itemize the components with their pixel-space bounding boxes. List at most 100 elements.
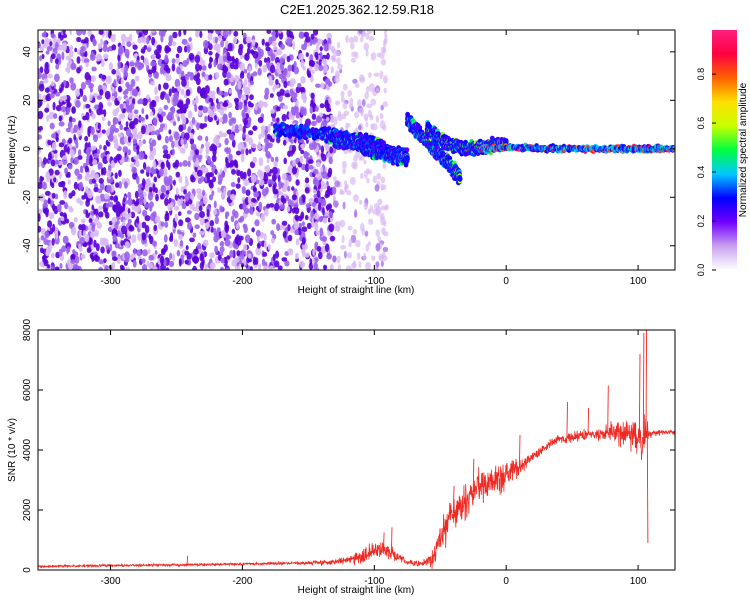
spectrogram-cell bbox=[141, 232, 147, 241]
spectrogram-cell bbox=[190, 132, 194, 139]
spectrogram-cell bbox=[145, 166, 151, 173]
spectrogram-cell bbox=[105, 202, 110, 208]
spectrogram-cell bbox=[225, 267, 231, 270]
spectrogram-cell bbox=[215, 30, 221, 35]
spectrogram-cell bbox=[272, 253, 276, 262]
spectrogram-cell bbox=[178, 30, 182, 37]
spectrogram-cell bbox=[91, 113, 96, 120]
spectrogram-cell bbox=[363, 202, 368, 211]
spectrogram-cell bbox=[373, 72, 380, 77]
spectrogram-cell bbox=[319, 112, 324, 118]
spectrogram-cell bbox=[197, 191, 203, 201]
spectrogram-cell bbox=[313, 168, 319, 175]
spectrogram-cell bbox=[342, 83, 348, 91]
spectrogram-cell bbox=[366, 177, 370, 184]
spectrogram-cell bbox=[276, 117, 280, 123]
spectrogram-cell bbox=[299, 260, 306, 268]
spectrogram-cell bbox=[137, 233, 142, 241]
spectrogram-cell bbox=[127, 110, 134, 120]
spectrogram-cell bbox=[334, 225, 341, 232]
spectrogram-cell bbox=[333, 116, 338, 125]
spectrogram-cell bbox=[138, 140, 143, 147]
spectrogram-cell bbox=[374, 184, 380, 192]
spectrogram-cell bbox=[306, 222, 312, 230]
spectrogram-cell bbox=[258, 157, 264, 167]
spectrogram-cell bbox=[228, 89, 233, 94]
spectrogram-cell bbox=[127, 197, 133, 206]
spectrogram-cell bbox=[260, 129, 265, 138]
spectrogram-cell bbox=[326, 32, 333, 40]
spectrogram-cell bbox=[235, 103, 240, 111]
spectrogram-cell bbox=[290, 78, 296, 85]
spectrogram-cell bbox=[60, 106, 67, 113]
spectrogram-cell bbox=[320, 198, 327, 207]
spectrogram-cell bbox=[332, 48, 338, 57]
spectrogram-cell bbox=[91, 50, 94, 60]
spectrogram-cell bbox=[131, 203, 135, 211]
spectrogram-cell bbox=[163, 149, 169, 155]
spectrogram-cell bbox=[111, 86, 115, 94]
spectrogram-cell bbox=[263, 240, 267, 249]
spectrogram-cell bbox=[220, 109, 224, 116]
spectrogram-cell bbox=[322, 207, 325, 216]
spectrogram-cell bbox=[105, 139, 109, 146]
spectrogram-cell bbox=[154, 215, 161, 223]
spectrogram-cell bbox=[363, 42, 370, 51]
spectrogram-cell bbox=[346, 123, 351, 128]
spectrogram-cell bbox=[310, 38, 315, 44]
spectrogram-cell bbox=[48, 152, 53, 161]
spectrogram-cell bbox=[246, 72, 251, 80]
spectrogram-cell bbox=[233, 64, 239, 70]
spectrogram-cell bbox=[158, 45, 162, 54]
spectrogram-cell bbox=[348, 103, 354, 109]
spectrogram-cell bbox=[193, 248, 199, 255]
spectrogram-cell bbox=[237, 143, 243, 151]
spectrogram-cell bbox=[219, 241, 225, 247]
spectrogram-cell bbox=[171, 86, 175, 94]
spectrogram-cell bbox=[375, 229, 381, 238]
spectrogram-cell bbox=[350, 57, 356, 63]
spectrogram-cell bbox=[89, 155, 93, 163]
spectrogram-cell bbox=[196, 86, 202, 94]
spectrogram-cell bbox=[353, 35, 359, 43]
spectrogram-cell bbox=[359, 199, 363, 205]
spectrogram-cell bbox=[310, 99, 314, 105]
spectrogram-cell bbox=[103, 109, 107, 118]
spectrogram-cell bbox=[72, 117, 76, 123]
spectrogram-cell bbox=[224, 138, 229, 146]
spectrogram-cell bbox=[97, 162, 103, 170]
spectrogram-cell bbox=[219, 206, 224, 213]
spectrogram-cell bbox=[226, 72, 232, 79]
spectrogram-cell bbox=[223, 66, 229, 73]
spectrogram-cell bbox=[43, 30, 47, 38]
spectrogram-cell bbox=[94, 173, 100, 181]
spectrogram-cell bbox=[353, 161, 358, 170]
spectrogram-cell bbox=[334, 180, 340, 188]
spectrogram-cell bbox=[311, 113, 317, 120]
spectrogram-cell bbox=[310, 210, 314, 218]
spectrogram-cell bbox=[337, 113, 343, 122]
spectrogram-cell bbox=[252, 125, 258, 131]
spectrogram-cell bbox=[95, 243, 100, 252]
spectrogram-cell bbox=[262, 64, 268, 73]
spectrogram-cell bbox=[52, 223, 56, 232]
spectrogram-cell bbox=[44, 190, 51, 196]
spectrogram-cell bbox=[111, 44, 117, 51]
spectrogram-cell bbox=[161, 111, 166, 117]
spectrogram-cell bbox=[124, 251, 130, 261]
spectrogram-cell bbox=[174, 205, 180, 211]
spectrogram-cell bbox=[115, 210, 121, 217]
spectrogram-cell bbox=[79, 88, 84, 98]
spectrogram-cell bbox=[172, 121, 177, 127]
spectrogram-cell bbox=[140, 169, 145, 174]
spectrogram-cell bbox=[218, 35, 222, 42]
spectrogram-cell bbox=[133, 134, 140, 140]
spectrogram-cell bbox=[91, 66, 97, 72]
spectrogram-cell bbox=[63, 190, 68, 200]
spectrogram-cell bbox=[336, 255, 341, 264]
spectrogram-cell bbox=[319, 51, 323, 61]
spectrogram-cell bbox=[209, 252, 215, 259]
spectrogram-cell bbox=[157, 134, 162, 141]
spectrogram-cell bbox=[349, 97, 354, 106]
spectrogram-cell bbox=[278, 73, 285, 80]
